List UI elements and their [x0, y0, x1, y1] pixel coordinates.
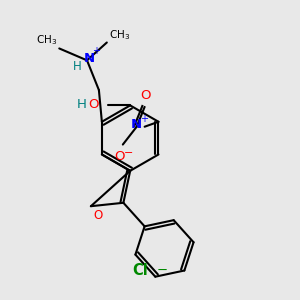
Text: CH$_3$: CH$_3$ — [109, 28, 130, 41]
Text: −: − — [124, 148, 134, 158]
Text: O: O — [94, 209, 103, 222]
Text: H: H — [73, 60, 82, 73]
Text: H: H — [77, 98, 87, 111]
Text: CH$_3$: CH$_3$ — [36, 34, 57, 47]
Text: −: − — [157, 264, 168, 278]
Text: O: O — [88, 98, 98, 111]
Text: O: O — [140, 89, 151, 102]
Text: N: N — [131, 118, 142, 131]
Text: +: + — [92, 46, 100, 56]
Text: O: O — [115, 149, 125, 163]
Text: N: N — [83, 52, 94, 65]
Text: +: + — [140, 114, 148, 124]
Text: Cl: Cl — [132, 263, 148, 278]
